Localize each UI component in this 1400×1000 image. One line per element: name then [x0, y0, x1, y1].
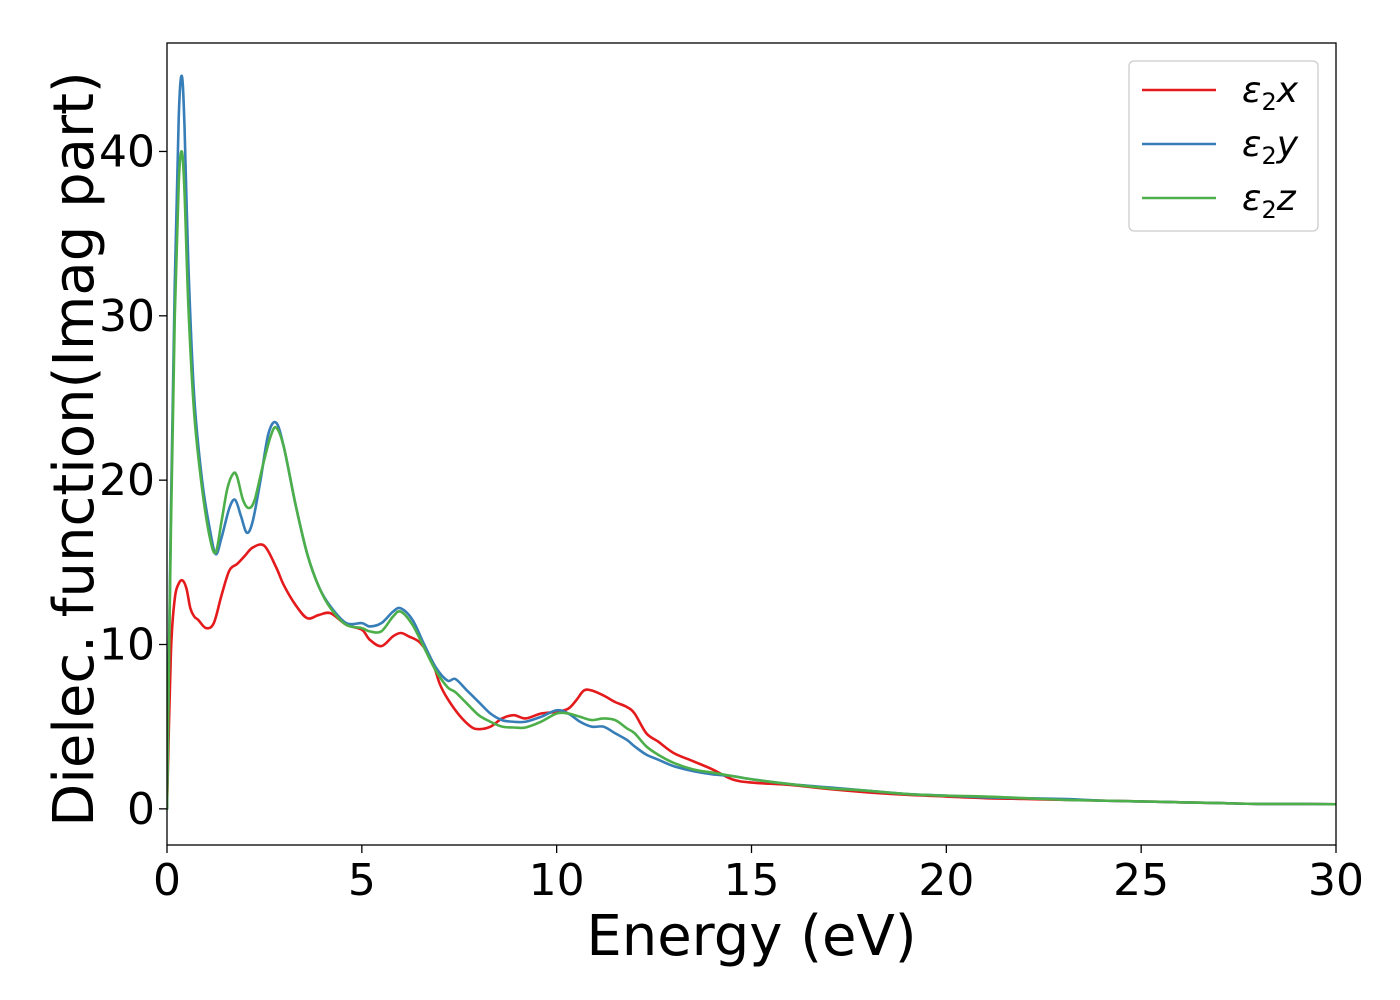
x-tick-label: 20 [918, 855, 974, 906]
x-tick-label: 5 [348, 855, 376, 906]
y-axis: 0 10 20 30 40 [99, 126, 167, 835]
x-tick-label: 25 [1113, 855, 1169, 906]
legend-label-z: ε2z [1242, 178, 1297, 224]
y-tick-label: 20 [99, 455, 155, 506]
legend: ε2x ε2y ε2z [1128, 60, 1319, 232]
legend-box [1128, 60, 1319, 232]
legend-label-y: ε2y [1242, 124, 1299, 170]
x-tick-label: 10 [529, 855, 585, 906]
series-line-z [167, 150, 1336, 811]
x-axis-label: Energy (eV) [586, 904, 916, 969]
y-axis-label: Dielec. function(Imag part) [42, 71, 107, 827]
legend-label-x: ε2x [1242, 70, 1299, 116]
x-axis: 0 5 10 15 20 25 30 [153, 845, 1364, 906]
x-tick-label: 30 [1308, 855, 1364, 906]
y-tick-label: 40 [99, 126, 155, 177]
series-line-x [167, 543, 1336, 811]
x-tick-label: 0 [153, 855, 181, 906]
y-tick-label: 30 [99, 291, 155, 342]
y-tick-label: 10 [99, 620, 155, 671]
x-tick-label: 15 [724, 855, 780, 906]
y-tick-label: 0 [127, 784, 155, 835]
series-layer [167, 74, 1336, 811]
